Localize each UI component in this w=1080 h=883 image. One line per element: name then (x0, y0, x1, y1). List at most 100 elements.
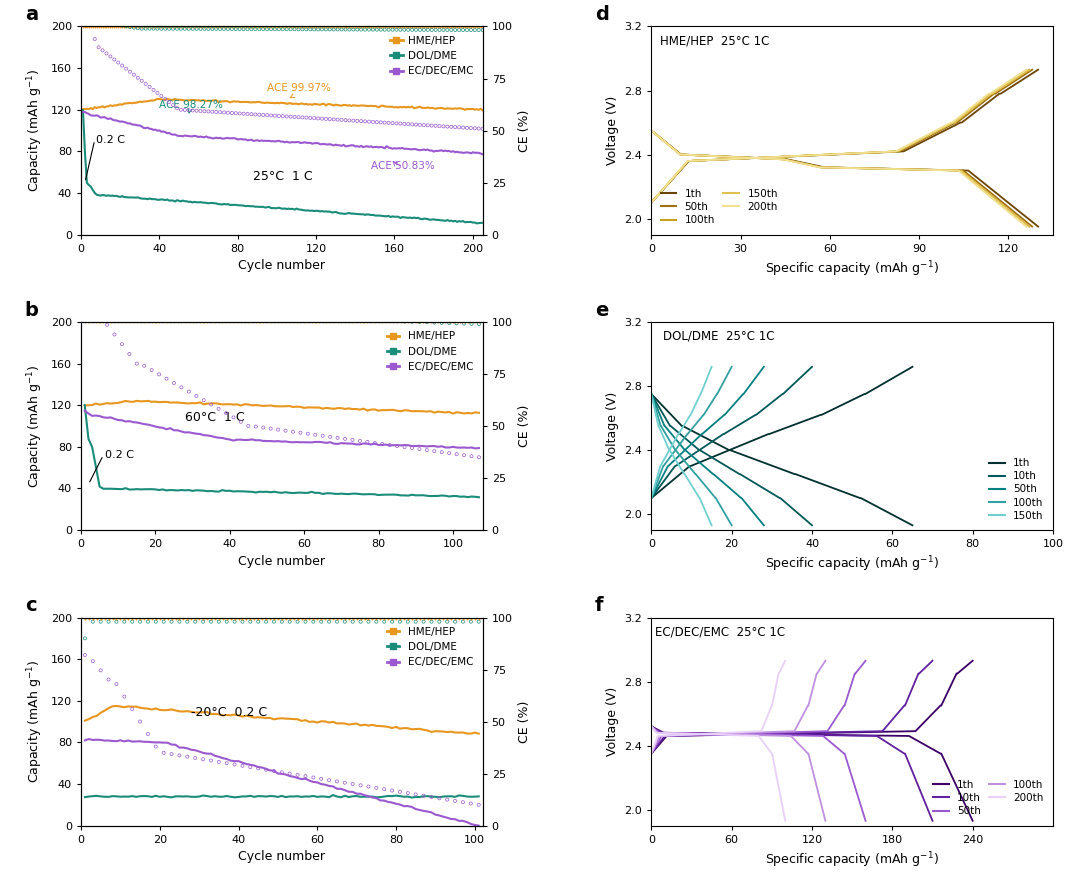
Point (225, 308, 242, 322)
Point (202, 615, 219, 629)
Point (352, 615, 369, 629)
Point (151, 612, 168, 626)
Point (87, 315, 105, 329)
Point (400, 23, 417, 37)
Point (229, 315, 246, 329)
Point (255, 108, 272, 122)
Point (135, 612, 152, 626)
Point (312, 615, 329, 629)
Point (407, 23, 424, 37)
Point (463, 449, 481, 464)
Point (89, 612, 106, 626)
Point (364, 19, 381, 34)
Point (293, 612, 310, 626)
Point (448, 19, 465, 34)
Point (210, 308, 227, 322)
Point (255, 310, 272, 324)
Point (421, 19, 438, 34)
Point (231, 19, 248, 34)
Point (240, 315, 257, 329)
Point (410, 442, 428, 457)
Point (278, 109, 295, 124)
Point (133, 21, 150, 35)
Point (106, 19, 123, 34)
Point (299, 315, 316, 329)
Point (314, 312, 332, 326)
Point (419, 118, 436, 132)
Point (258, 315, 275, 329)
Point (380, 19, 397, 34)
Point (191, 315, 208, 329)
Point (388, 612, 405, 626)
Point (273, 766, 291, 780)
Point (261, 612, 279, 626)
Point (270, 19, 287, 34)
Point (180, 384, 198, 398)
Point (203, 315, 220, 329)
Point (289, 768, 307, 782)
Point (299, 426, 316, 441)
Point (235, 107, 253, 121)
Point (360, 612, 377, 626)
Point (77, 648, 94, 662)
Point (356, 19, 374, 34)
Point (395, 612, 413, 626)
Point (199, 315, 216, 329)
Point (307, 315, 324, 329)
Point (270, 109, 287, 123)
Point (90, 41, 107, 55)
Point (409, 19, 427, 34)
Point (397, 19, 415, 34)
Legend: HME/HEP, DOL/DME, EC/DEC/EMC: HME/HEP, DOL/DME, EC/DEC/EMC (382, 623, 477, 671)
Point (467, 121, 484, 135)
Point (84, 615, 102, 629)
Point (251, 108, 268, 122)
Text: d: d (595, 5, 609, 24)
Point (355, 315, 373, 329)
Point (282, 22, 299, 36)
Point (270, 315, 287, 329)
Point (431, 791, 448, 805)
Point (258, 22, 275, 36)
Point (111, 612, 129, 626)
Point (247, 315, 265, 329)
Point (340, 315, 357, 329)
Point (206, 612, 224, 626)
Point (180, 22, 198, 36)
Point (130, 21, 147, 35)
Point (359, 313, 376, 328)
Point (286, 22, 303, 36)
Y-axis label: CE (%): CE (%) (518, 405, 531, 447)
Point (195, 307, 213, 321)
Point (314, 315, 332, 329)
Point (195, 393, 213, 407)
Point (224, 22, 241, 36)
Point (150, 367, 167, 381)
Point (176, 19, 193, 34)
Point (470, 19, 487, 34)
Point (300, 612, 318, 626)
Point (433, 19, 450, 34)
Point (187, 612, 204, 626)
Point (343, 315, 361, 329)
Point (427, 23, 444, 37)
Point (163, 747, 180, 761)
Point (135, 19, 152, 34)
Point (137, 19, 154, 34)
Point (109, 18, 126, 32)
Text: DOL/DME  25°C 1C: DOL/DME 25°C 1C (663, 329, 774, 343)
Point (470, 315, 487, 329)
Point (281, 615, 298, 629)
Point (333, 19, 350, 34)
Point (356, 612, 374, 626)
Point (225, 411, 242, 425)
Point (431, 612, 448, 626)
Point (98, 286, 116, 300)
Point (103, 315, 120, 329)
Point (214, 612, 231, 626)
Point (161, 19, 178, 34)
Point (173, 19, 190, 34)
X-axis label: Specific capacity (mAh g$^{-1}$): Specific capacity (mAh g$^{-1}$) (766, 850, 940, 870)
Point (366, 19, 383, 34)
Point (455, 23, 472, 37)
